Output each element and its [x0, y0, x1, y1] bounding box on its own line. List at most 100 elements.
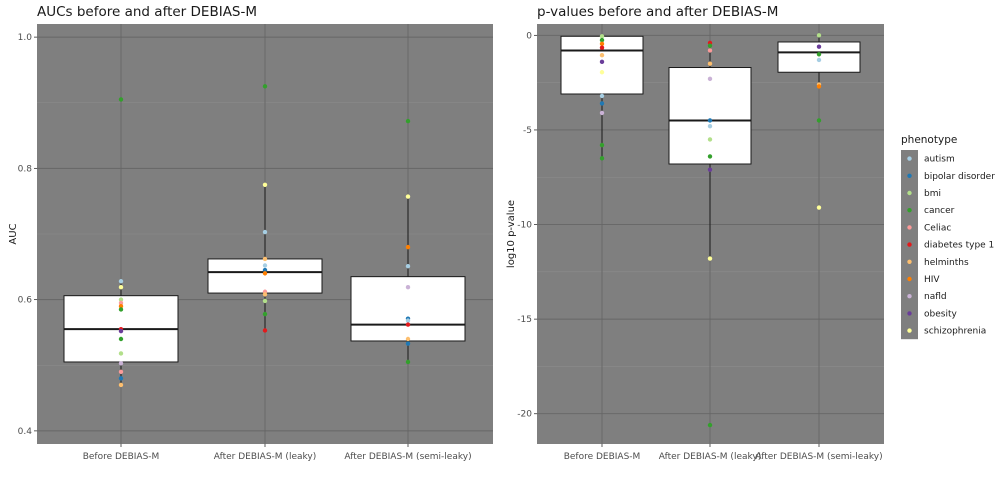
y-tick-label: -10 — [517, 221, 532, 231]
x-tick-label: Before DEBIAS-M — [83, 452, 160, 462]
data-point — [405, 244, 411, 250]
data-point — [599, 70, 605, 75]
data-point — [707, 422, 713, 428]
data-point — [599, 59, 605, 65]
data-point — [262, 298, 268, 304]
data-point — [118, 303, 124, 309]
data-point — [118, 376, 124, 381]
data-point — [405, 322, 411, 327]
data-point — [707, 43, 713, 48]
y-tick-label: 1.0 — [18, 33, 33, 43]
data-point — [262, 263, 268, 268]
data-point — [118, 97, 124, 102]
x-tick-label: After DEBIAS-M (semi-leaky) — [755, 452, 882, 462]
legend-key — [907, 190, 912, 196]
legend-label: Celiac — [924, 223, 951, 233]
legend-label: nafld — [924, 292, 947, 302]
data-point — [599, 34, 605, 39]
data-point — [707, 48, 713, 53]
data-point — [262, 292, 268, 297]
data-point — [262, 229, 268, 235]
legend-key — [907, 311, 912, 316]
data-point — [599, 110, 605, 116]
x-tick-label: Before DEBIAS-M — [564, 452, 641, 462]
data-point — [707, 256, 713, 261]
data-point — [118, 328, 124, 334]
data-point — [599, 156, 605, 161]
legend-label: helminths — [924, 258, 969, 268]
x-tick-label: After DEBIAS-M (leaky) — [659, 452, 761, 462]
data-point — [405, 194, 411, 199]
data-point — [405, 359, 411, 365]
data-point — [599, 41, 605, 47]
pvalue-boxplot-panel: p-values before and after DEBIAS-M 0 -5 -10… — [506, 4, 884, 462]
data-point — [118, 279, 124, 284]
data-point — [262, 328, 268, 333]
data-point — [118, 369, 124, 375]
data-point — [118, 284, 124, 290]
legend-label: bmi — [924, 189, 941, 199]
data-point — [262, 267, 268, 273]
x-tick-label: After DEBIAS-M (semi-leaky) — [344, 452, 471, 462]
data-point — [405, 284, 411, 290]
y-tick-label: -20 — [517, 410, 532, 420]
auc-boxplot-panel: AUCs before and after DEBIAS-M 0.4 0.6 0.8 1… — [8, 4, 493, 462]
legend-title: phenotype — [901, 134, 957, 146]
data-point — [405, 263, 411, 269]
legend-key — [907, 276, 912, 282]
phenotype-legend: phenotype autism bipolar disorder bmi cancer… — [901, 134, 995, 340]
legend-label: obesity — [924, 309, 957, 319]
data-point — [816, 205, 822, 210]
data-point — [816, 44, 822, 49]
chart-title: p-values before and after DEBIAS-M — [537, 4, 778, 20]
chart-title: AUCs before and after DEBIAS-M — [37, 4, 257, 20]
legend-label: bipolar disorder — [924, 172, 995, 182]
data-point — [262, 256, 268, 262]
y-tick-label: 0.8 — [18, 164, 33, 174]
legend-key — [907, 173, 912, 178]
data-point — [816, 84, 822, 89]
data-point — [599, 37, 605, 43]
box-iqr — [668, 67, 752, 165]
data-point — [599, 93, 605, 99]
data-point — [707, 61, 713, 66]
data-point — [707, 167, 713, 172]
data-point — [405, 341, 411, 346]
data-point — [405, 318, 411, 323]
legend-key — [907, 208, 912, 213]
data-point — [262, 182, 268, 187]
data-point — [599, 142, 605, 148]
data-point — [118, 382, 124, 388]
legend-key — [907, 242, 912, 247]
legend-key — [907, 156, 912, 161]
data-point — [707, 123, 713, 129]
data-point — [118, 336, 124, 342]
data-point — [118, 361, 124, 366]
data-point — [816, 33, 822, 38]
y-tick-label: -5 — [523, 126, 532, 136]
legend-key — [907, 294, 912, 299]
data-point — [599, 101, 605, 106]
data-point — [262, 311, 268, 317]
data-point — [707, 154, 713, 159]
data-point — [816, 118, 822, 123]
legend-label: autism — [924, 155, 955, 165]
data-point — [707, 137, 713, 142]
data-point — [707, 118, 713, 123]
y-tick-label: 0 — [526, 31, 532, 41]
data-point — [118, 300, 124, 306]
legend-label: diabetes type 1 — [924, 241, 994, 251]
data-point — [816, 57, 822, 63]
data-point — [816, 52, 822, 57]
y-tick-label: -15 — [517, 315, 532, 325]
data-point — [599, 53, 605, 58]
data-point — [118, 297, 124, 302]
data-point — [405, 336, 411, 342]
data-point — [118, 351, 124, 356]
legend-label: schizophrenia — [924, 327, 986, 337]
y-tick-label: 0.4 — [18, 427, 33, 437]
legend-label: cancer — [924, 206, 955, 216]
legend-label: HIV — [924, 275, 940, 285]
data-point — [707, 76, 713, 82]
